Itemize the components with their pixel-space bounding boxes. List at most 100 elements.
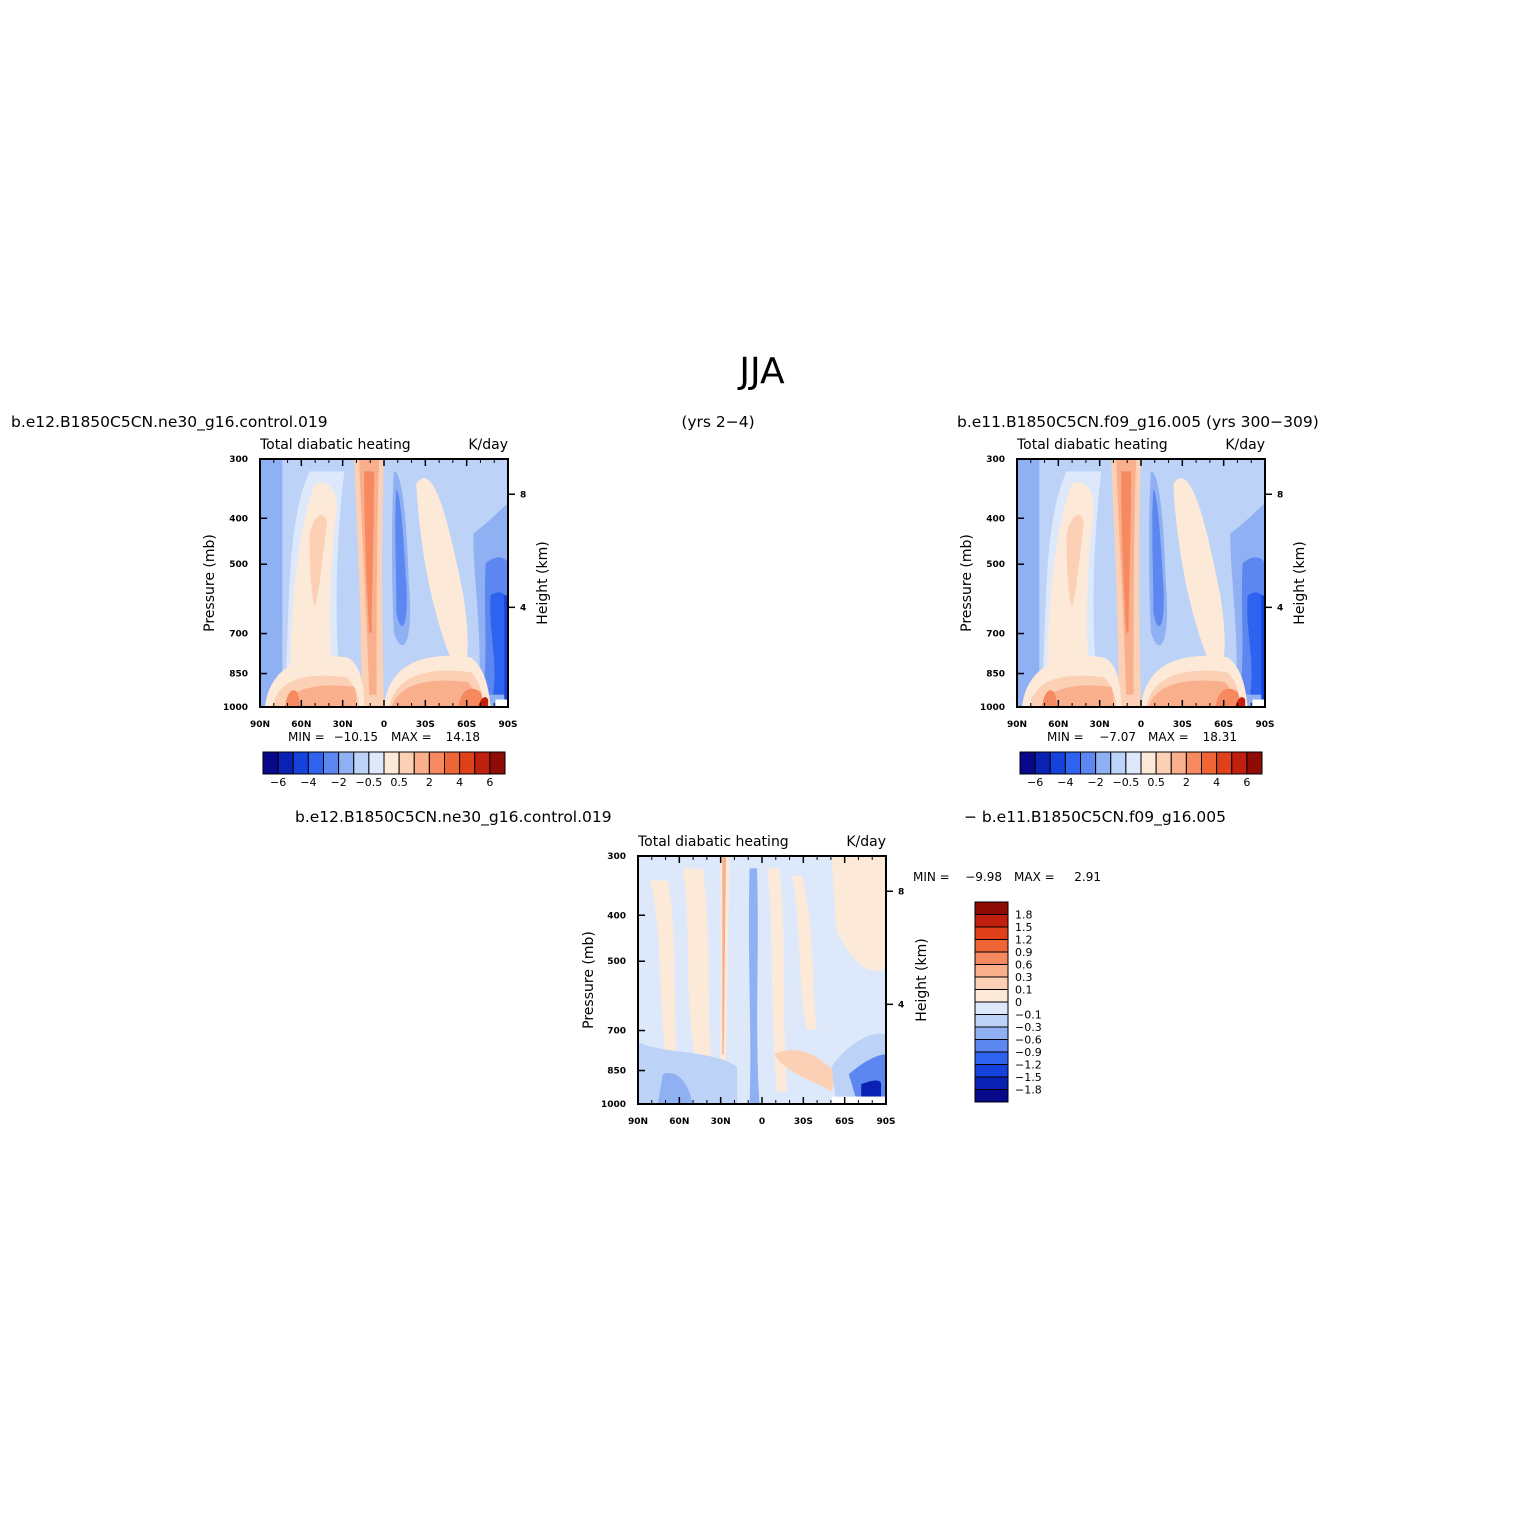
reference-colorbar-label: 4 — [1213, 776, 1220, 789]
difference-colorbar-label: −0.3 — [1015, 1021, 1042, 1034]
reference-heatmap — [1017, 459, 1265, 707]
control-colorbar-box — [413, 751, 430, 775]
reference-x-tick-label: 30S — [1173, 720, 1192, 730]
difference-colorbar-box — [974, 976, 1009, 990]
difference-y-tick-label: 300 — [607, 852, 626, 862]
diff-right-case-label: − b.e11.B1850C5CN.f09_g16.005 — [964, 808, 1226, 827]
difference-colorbar-label: −1.8 — [1015, 1084, 1042, 1097]
control-colorbar-label: 4 — [456, 776, 463, 789]
control-colorbar-box — [292, 751, 309, 775]
reference-max-label: MAX = — [1148, 730, 1189, 744]
control-max-label: MAX = — [391, 730, 432, 744]
reference-colorbar-box — [1019, 751, 1036, 775]
reference-colorbar-label: −0.5 — [1113, 776, 1140, 789]
reference-colorbar-box — [1034, 751, 1051, 775]
control-x-tick-label: 30S — [416, 720, 435, 730]
reference-colorbar-box — [1155, 751, 1172, 775]
control-colorbar-box — [459, 751, 476, 775]
difference-x-ticks: 90N 60N 30N 0 30S 60S 90S — [628, 856, 896, 1127]
control-heatmap — [260, 459, 508, 707]
control-x-tick-label: 90N — [250, 720, 270, 730]
control-min-value: −10.15 — [334, 730, 378, 744]
control-colorbar-box — [323, 751, 340, 775]
control-colorbar-label: −6 — [270, 776, 286, 789]
reference-y-axis-title: Pressure (mb) — [959, 534, 975, 632]
control-max-value: 14.18 — [446, 730, 480, 744]
control-colorbar-box — [428, 751, 445, 775]
reference-colorbar-box — [1201, 751, 1218, 775]
reference-colorbar-label: 2 — [1183, 776, 1190, 789]
difference-x-tick-label: 90S — [876, 1117, 895, 1127]
difference-y-tick-label: 850 — [607, 1067, 626, 1077]
reference-plot-title: Total diabatic heating — [1016, 437, 1168, 453]
reference-min-label: MIN = — [1047, 730, 1084, 744]
difference-x-tick-label: 90N — [628, 1117, 648, 1127]
difference-height-tick-label: 4 — [898, 1000, 904, 1010]
difference-x-tick-label: 0 — [759, 1117, 765, 1127]
difference-max-value: 2.91 — [1074, 870, 1101, 884]
difference-min-label: MIN = — [913, 870, 950, 884]
difference-y-tick-label: 400 — [607, 911, 626, 921]
control-plot-title: Total diabatic heating — [259, 437, 411, 453]
control-x-tick-label: 0 — [381, 720, 387, 730]
difference-plot-title: Total diabatic heating — [637, 834, 789, 850]
reference-x-tick-label: 90S — [1255, 720, 1274, 730]
reference-x-ticks: 90N 60N 30N 0 30S 60S 90S — [1007, 459, 1275, 730]
reference-colorbar: −6 −4 −2 −0.5 0.5 2 4 6 — [1019, 751, 1263, 789]
difference-colorbar-box — [974, 939, 1009, 953]
difference-colorbar-box — [974, 1026, 1009, 1040]
reference-colorbar-box — [1185, 751, 1202, 775]
reference-units-label: K/day — [1225, 437, 1265, 453]
difference-colorbar-label: −0.1 — [1015, 1009, 1042, 1022]
difference-colorbar-box — [974, 1051, 1009, 1065]
difference-units-label: K/day — [846, 834, 886, 850]
control-height-tick-label: 4 — [520, 603, 526, 613]
control-colorbar-box — [444, 751, 461, 775]
difference-colorbar-box — [974, 914, 1009, 928]
difference-y-tick-label: 500 — [607, 957, 626, 967]
difference-colorbar-label: −0.6 — [1015, 1034, 1042, 1047]
reference-colorbar-box — [1246, 751, 1263, 775]
difference-colorbar: 1.81.51.20.90.60.30.10−0.1−0.3−0.6−0.9−1… — [974, 901, 1042, 1103]
difference-x-tick-label: 30N — [711, 1117, 731, 1127]
reference-colorbar-box — [1216, 751, 1233, 775]
difference-y-axis-title: Pressure (mb) — [581, 931, 597, 1029]
difference-colorbar-box — [974, 1039, 1009, 1053]
control-colorbar: −6 −4 −2 −0.5 0.5 2 4 6 — [262, 751, 506, 789]
difference-colorbar-box — [974, 989, 1009, 1003]
difference-colorbar-label: 1.8 — [1015, 909, 1033, 922]
control-colorbar-box — [398, 751, 415, 775]
control-x-ticks: 90N 60N 30N 0 30S 60S 90S — [250, 459, 518, 730]
reference-colorbar-box — [1231, 751, 1248, 775]
control-y-tick-label: 500 — [229, 560, 248, 570]
control-colorbar-label: −4 — [300, 776, 316, 789]
control-right-axis-title: Height (km) — [535, 541, 551, 624]
top-years-label: (yrs 2−4) — [681, 413, 754, 431]
reference-colorbar-label: 0.5 — [1147, 776, 1165, 789]
reference-colorbar-label: 6 — [1243, 776, 1250, 789]
control-min-label: MIN = — [288, 730, 325, 744]
control-y-axis-title: Pressure (mb) — [202, 534, 218, 632]
difference-colorbar-box — [974, 951, 1009, 965]
reference-x-tick-label: 90N — [1007, 720, 1027, 730]
difference-max-label: MAX = — [1014, 870, 1055, 884]
control-y-tick-label: 850 — [229, 670, 248, 680]
difference-colorbar-box — [974, 1089, 1009, 1103]
reference-colorbar-box — [1064, 751, 1081, 775]
diff-left-case-label: b.e12.B1850C5CN.ne30_g16.control.019 — [295, 808, 612, 827]
difference-heatmap — [638, 856, 886, 1104]
difference-colorbar-label: 1.5 — [1015, 921, 1033, 934]
reference-colorbar-box — [1080, 751, 1097, 775]
reference-y-tick-label: 1000 — [980, 703, 1005, 713]
difference-colorbar-label: 0.9 — [1015, 946, 1033, 959]
reference-y-tick-label: 400 — [986, 514, 1005, 524]
control-x-tick-label: 60S — [457, 720, 476, 730]
difference-y-tick-label: 1000 — [601, 1100, 626, 1110]
control-colorbar-box — [368, 751, 385, 775]
reference-y-tick-label: 700 — [986, 630, 1005, 640]
reference-colorbar-label: −4 — [1057, 776, 1073, 789]
reference-height-tick-label: 8 — [1277, 490, 1283, 500]
control-y-tick-label: 1000 — [223, 703, 248, 713]
control-x-tick-label: 60N — [291, 720, 311, 730]
